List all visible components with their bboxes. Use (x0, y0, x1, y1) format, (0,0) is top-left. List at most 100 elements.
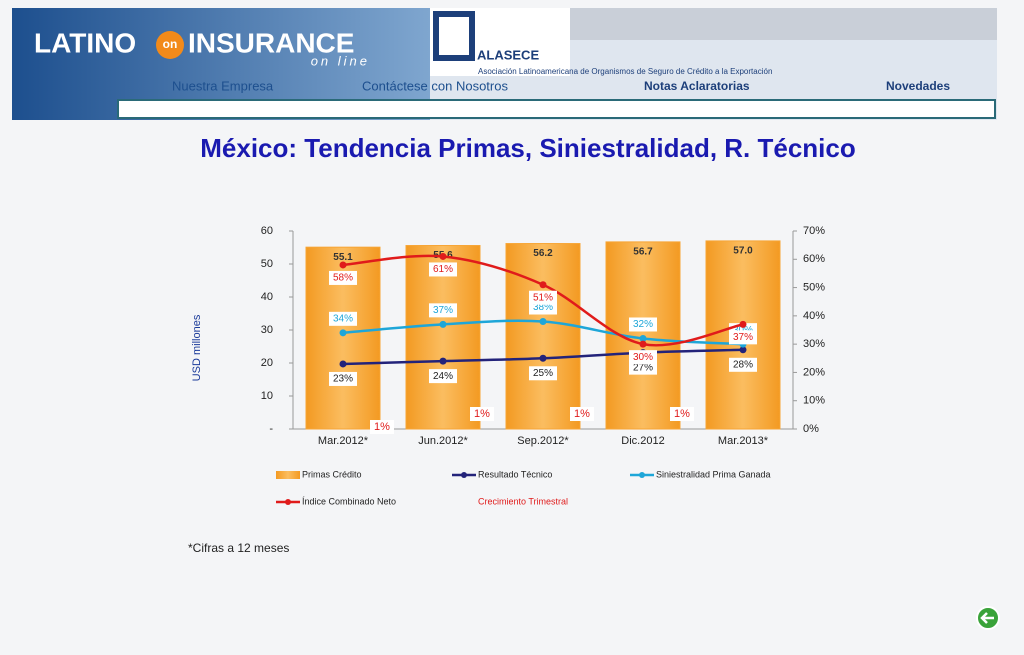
point-label: 24% (433, 371, 453, 382)
label-bg (629, 317, 657, 332)
legend-marker (639, 472, 645, 478)
x-tick-label: Mar.2012* (318, 435, 369, 447)
photo-strip (570, 8, 997, 40)
line-point (439, 357, 447, 365)
line-point (339, 360, 347, 368)
label-bg (570, 407, 594, 421)
y2-tick-label: 50% (803, 281, 825, 293)
y2-tick-label: 10% (803, 395, 825, 407)
label-bg (729, 357, 757, 372)
legend-label: Resultado Técnico (478, 469, 552, 479)
label-bg (429, 369, 457, 384)
line-point (439, 252, 447, 260)
point-label: 23% (333, 374, 353, 385)
growth-label: 1% (674, 408, 690, 420)
bar-label: 56.7 (633, 247, 653, 258)
y2-tick-label: 40% (803, 310, 825, 322)
y-tick-label: 30 (261, 324, 273, 336)
footnote: *Cifras a 12 meses (188, 541, 289, 555)
legend-marker (285, 499, 291, 505)
point-label: 37% (433, 305, 453, 316)
legend-marker (461, 472, 467, 478)
logo-sub: on line (311, 53, 370, 68)
label-bg (329, 371, 357, 386)
point-label: 34% (333, 313, 353, 324)
legend-label: Siniestralidad Prima Ganada (656, 469, 771, 479)
label-bg (329, 270, 357, 285)
nav-item[interactable]: Contáctese con Nosotros (362, 78, 508, 93)
growth-label: 1% (574, 408, 590, 420)
bar-label: 57.0 (733, 246, 753, 257)
nav-item[interactable]: Novedades (886, 79, 950, 93)
point-label: 38% (533, 302, 553, 313)
partner-icon (433, 11, 475, 61)
growth-label: 1% (474, 408, 490, 420)
point-label: 51% (533, 292, 553, 303)
label-bg (429, 303, 457, 318)
logo-circle (156, 31, 184, 59)
y-axis-label: USD millones (191, 314, 203, 381)
line-point (439, 320, 447, 328)
nav-item[interactable]: Notas Aclaratorias (644, 79, 750, 93)
label-bg (629, 350, 657, 365)
legend-label: Primas Crédito (302, 469, 362, 479)
line-point (739, 320, 747, 328)
label-bg (529, 366, 557, 381)
x-tick-label: Sep.2012* (517, 435, 569, 447)
point-label: 25% (533, 368, 553, 379)
nav-box (117, 99, 996, 119)
y-tick-label: 10 (261, 390, 273, 402)
label-bg (529, 290, 557, 305)
bar-label: 55.1 (333, 252, 353, 263)
partner-name: ALASECE (477, 47, 539, 62)
point-label: 30% (633, 352, 653, 363)
line-point (539, 281, 547, 289)
point-label: 28% (733, 359, 753, 370)
logo-text: LATINO (34, 27, 136, 58)
label-bg (670, 407, 694, 421)
point-label: 27% (633, 362, 653, 373)
partner-bg (430, 8, 570, 76)
label-bg (470, 407, 494, 421)
y-tick-label: 60 (261, 225, 273, 237)
line-point (339, 261, 347, 269)
bar (505, 243, 581, 430)
line-point (339, 329, 347, 337)
line-point (539, 318, 547, 326)
growth-label: 1% (374, 421, 390, 433)
bar-label: 56.2 (533, 248, 553, 259)
logo-text: INSURANCE (188, 27, 354, 58)
y2-tick-label: 60% (803, 253, 825, 265)
y2-tick-label: 0% (803, 423, 819, 435)
label-bg (329, 311, 357, 326)
partner-sub: Asociación Latinoamericana de Organismos… (478, 67, 772, 76)
chart-title: México: Tendencia Primas, Siniestralidad… (200, 133, 856, 163)
x-tick-label: Mar.2013* (718, 435, 769, 447)
y2-tick-label: 30% (803, 338, 825, 350)
line-point (639, 334, 647, 342)
label-bg (729, 330, 757, 345)
label-bg (429, 262, 457, 277)
line-point (739, 346, 747, 354)
legend-label: Crecimiento Trimestral (478, 496, 568, 506)
point-label: 37% (733, 332, 753, 343)
line-point (539, 354, 547, 362)
back-arrow (980, 612, 994, 624)
legend-label: Índice Combinado Neto (302, 496, 396, 506)
nav-item[interactable]: Nuestra Empresa (172, 78, 274, 93)
y-tick-label: - (269, 423, 273, 435)
y-tick-label: 50 (261, 258, 273, 270)
label-bg (370, 420, 394, 434)
point-label: 58% (333, 273, 353, 284)
line-point (639, 340, 647, 348)
legend-swatch (276, 471, 300, 479)
x-tick-label: Dic.2012 (621, 435, 664, 447)
y2-tick-label: 70% (803, 225, 825, 237)
y-tick-label: 40 (261, 291, 273, 303)
point-label: 61% (433, 264, 453, 275)
y-tick-label: 20 (261, 357, 273, 369)
y2-tick-label: 20% (803, 366, 825, 378)
point-label: 30% (733, 325, 753, 336)
